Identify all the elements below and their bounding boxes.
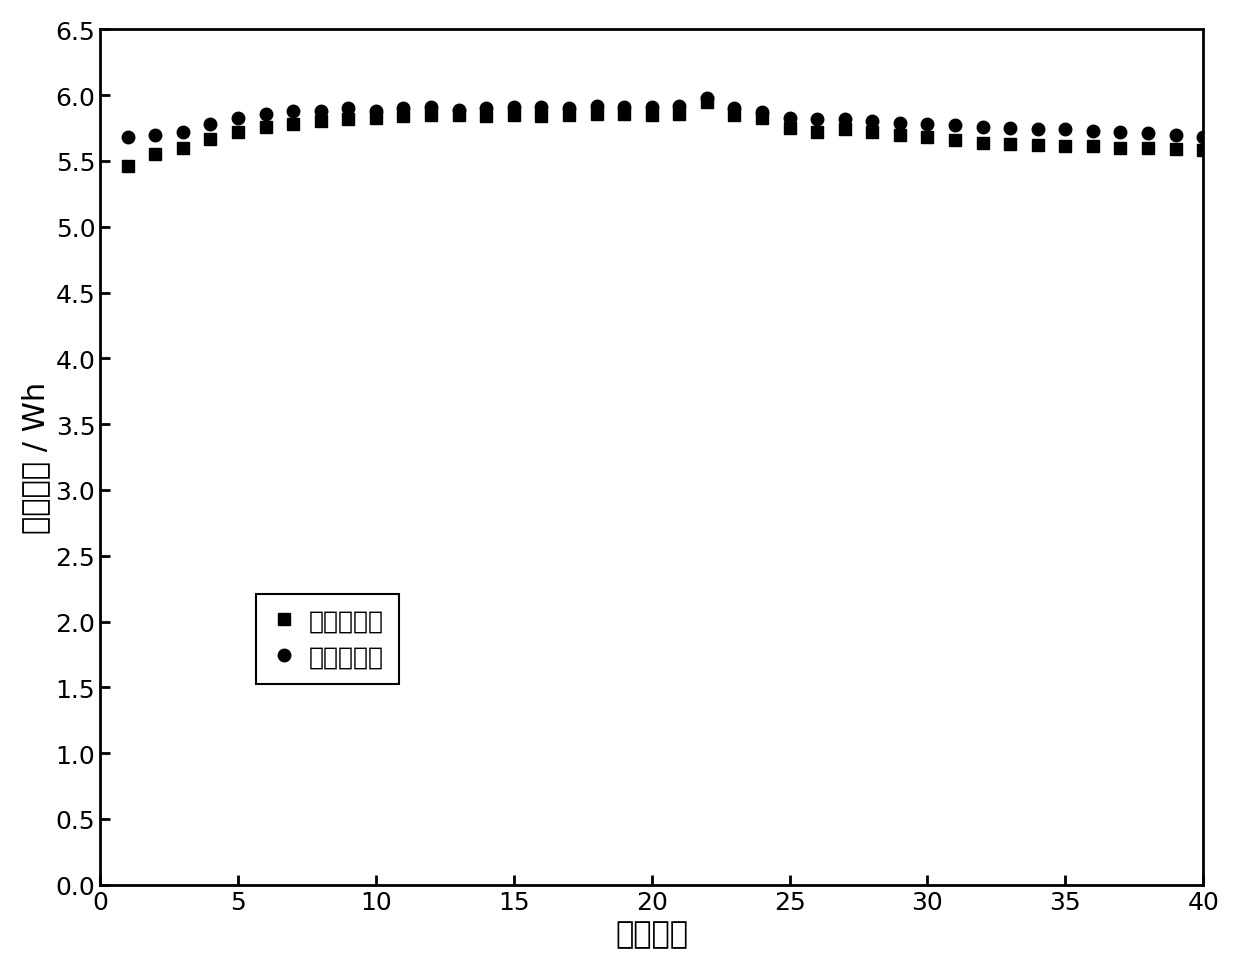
原始电解液 [1058, 141, 1073, 153]
X-axis label: 循环次数: 循环次数 [615, 920, 688, 949]
原始电解液 [699, 97, 714, 109]
原始电解液 [893, 130, 908, 141]
再生电解液 [920, 119, 935, 131]
再生电解液 [203, 119, 218, 131]
原始电解液 [920, 133, 935, 144]
再生电解液 [396, 104, 410, 115]
原始电解液 [534, 111, 549, 123]
再生电解液 [1195, 133, 1210, 144]
再生电解液 [672, 101, 687, 112]
再生电解液 [341, 104, 356, 115]
原始电解液 [451, 109, 466, 121]
再生电解液 [314, 106, 329, 117]
再生电解液 [285, 106, 300, 117]
原始电解液 [1195, 145, 1210, 157]
原始电解液 [203, 134, 218, 145]
原始电解液 [479, 111, 494, 123]
原始电解液 [837, 124, 852, 136]
原始电解液 [148, 149, 162, 161]
原始电解液 [975, 138, 990, 149]
再生电解液 [1085, 126, 1100, 138]
原始电解液 [368, 112, 383, 124]
再生电解液 [1030, 124, 1045, 136]
再生电解液 [451, 105, 466, 116]
原始电解液 [120, 161, 135, 172]
再生电解液 [589, 101, 604, 112]
原始电解液 [231, 127, 246, 139]
原始电解液 [1141, 142, 1156, 154]
再生电解液 [1003, 123, 1018, 135]
再生电解液 [175, 127, 190, 139]
再生电解液 [616, 102, 631, 113]
原始电解液 [424, 109, 439, 121]
原始电解液 [645, 109, 660, 121]
再生电解液 [148, 130, 162, 141]
再生电解液 [1141, 128, 1156, 140]
再生电解液 [1058, 124, 1073, 136]
原始电解液 [285, 119, 300, 131]
原始电解液 [1003, 139, 1018, 150]
Line: 再生电解液: 再生电解液 [122, 92, 1209, 144]
再生电解液 [368, 106, 383, 117]
再生电解液 [810, 114, 825, 126]
原始电解液 [175, 142, 190, 154]
再生电解液 [562, 104, 577, 115]
原始电解液 [396, 111, 410, 123]
再生电解液 [727, 104, 742, 115]
原始电解液 [506, 109, 521, 121]
原始电解液 [672, 109, 687, 120]
再生电解液 [1168, 130, 1183, 141]
原始电解液 [947, 135, 962, 146]
再生电解液 [699, 93, 714, 105]
Line: 原始电解液: 原始电解液 [122, 96, 1209, 173]
再生电解液 [1114, 127, 1128, 139]
再生电解液 [506, 102, 521, 113]
原始电解液 [1168, 144, 1183, 156]
原始电解液 [258, 122, 273, 134]
再生电解液 [837, 114, 852, 126]
原始电解液 [314, 116, 329, 128]
原始电解液 [810, 127, 825, 139]
再生电解液 [782, 112, 797, 124]
Legend: 原始电解液, 再生电解液: 原始电解液, 再生电解液 [255, 594, 398, 684]
原始电解液 [616, 109, 631, 120]
再生电解液 [479, 104, 494, 115]
再生电解液 [975, 122, 990, 134]
原始电解液 [1085, 141, 1100, 153]
原始电解液 [755, 112, 770, 124]
再生电解液 [534, 102, 549, 113]
再生电解液 [947, 120, 962, 132]
原始电解液 [727, 109, 742, 121]
再生电解液 [120, 133, 135, 144]
再生电解液 [231, 112, 246, 124]
原始电解液 [589, 109, 604, 120]
再生电解液 [645, 102, 660, 113]
再生电解液 [258, 109, 273, 120]
原始电解液 [864, 127, 879, 139]
原始电解液 [341, 114, 356, 126]
原始电解液 [1114, 142, 1128, 154]
Y-axis label: 放电能量 / Wh: 放电能量 / Wh [21, 382, 50, 534]
再生电解液 [893, 118, 908, 130]
再生电解液 [864, 116, 879, 128]
再生电解液 [424, 102, 439, 113]
原始电解液 [562, 109, 577, 121]
原始电解液 [1030, 141, 1045, 152]
原始电解液 [782, 123, 797, 135]
再生电解液 [755, 108, 770, 119]
